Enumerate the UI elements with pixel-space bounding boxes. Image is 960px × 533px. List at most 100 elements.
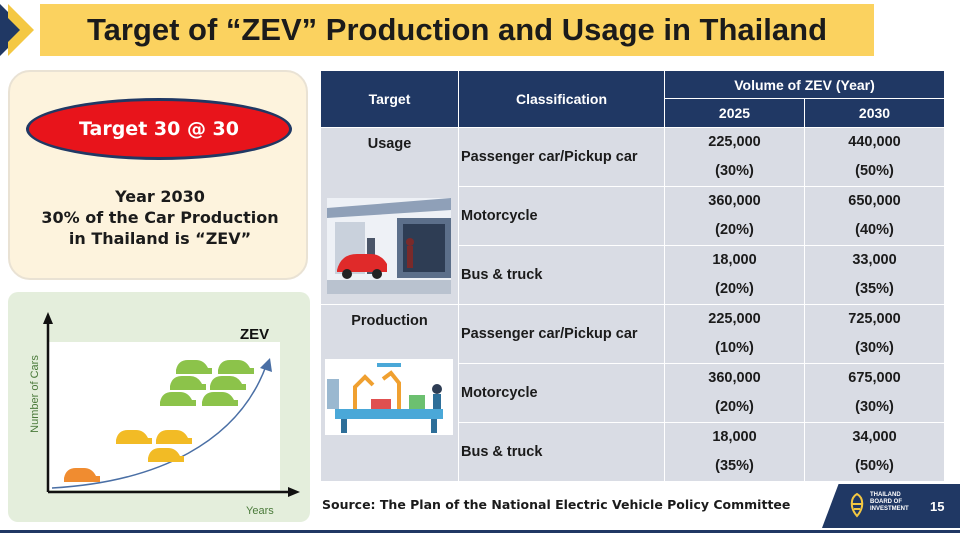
classification-cell: Motorcycle: [458, 186, 665, 246]
car-icon: [176, 360, 212, 374]
percent-2030: (30%): [855, 340, 894, 356]
table-row: Usage Passenger car/Pickup car: [320, 127, 945, 305]
zev-growth-graphic: ZEV Number of Cars Years: [29, 312, 300, 517]
group-label-production: Production: [351, 313, 428, 329]
value-2030: 725,000: [848, 311, 901, 327]
value-2030-cell: 650,000 (40%): [804, 186, 945, 246]
value-2025: 360,000: [708, 193, 761, 209]
percent-2030: (30%): [855, 399, 894, 415]
value-2030: 440,000: [848, 134, 901, 150]
x-axis-arrow-icon: [288, 487, 300, 497]
car-icon: [64, 468, 100, 482]
header-year-2030: 2030: [804, 98, 945, 128]
value-2030: 34,000: [852, 429, 897, 445]
target-oval-text: Target 30 @ 30: [79, 118, 239, 140]
page-number: 15: [930, 499, 945, 514]
percent-2025: (20%): [715, 281, 754, 297]
zev-volume-table: Target Classification Volume of ZEV (Yea…: [320, 70, 945, 482]
value-2025-cell: 18,000 (35%): [664, 422, 805, 482]
logo-line: BOARD OF: [870, 499, 902, 505]
boi-badge: [822, 484, 960, 528]
table-row: Motorcycle 360,000 (20%) 675,000 (30%): [321, 363, 945, 423]
target-oval: Target 30 @ 30: [26, 98, 292, 160]
classification-cell: Passenger car/Pickup car: [458, 304, 665, 364]
title-chevron-inner-icon: [0, 10, 20, 50]
car-icon: [202, 392, 238, 406]
chart-y-axis-label: Number of Cars: [29, 355, 41, 433]
value-2030-cell: 440,000 (50%): [804, 127, 945, 187]
factory-robot-illustration: [325, 359, 453, 435]
usage-group-cell: Usage: [320, 127, 459, 305]
boi-logo-icon: [850, 492, 864, 518]
car-icon-group-yellow: [116, 430, 192, 462]
y-axis-arrow-icon: [43, 312, 53, 324]
car-icon: [218, 360, 254, 374]
car-icon: [156, 430, 192, 444]
value-2030-cell: 34,000 (50%): [804, 422, 945, 482]
percent-2025: (20%): [715, 399, 754, 415]
car-icon: [116, 430, 152, 444]
header-target: Target: [320, 70, 459, 128]
percent-2030: (35%): [855, 281, 894, 297]
value-2025: 18,000: [712, 429, 757, 445]
production-group-cell: Production: [320, 304, 459, 482]
logo-line: THAILAND: [870, 492, 901, 498]
percent-2030: (40%): [855, 222, 894, 238]
classification-cell: Bus & truck: [458, 245, 665, 305]
value-2025-cell: 225,000 (30%): [664, 127, 805, 187]
value-2030-cell: 33,000 (35%): [804, 245, 945, 305]
zev-growth-illustration: ZEV Number of Cars Years: [8, 292, 310, 522]
value-2025: 18,000: [712, 252, 757, 268]
table-row: Bus & truck 18,000 (20%) 33,000 (35%): [321, 245, 945, 305]
value-2025: 225,000: [708, 134, 761, 150]
table-row: Bus & truck 18,000 (35%) 34,000 (50%): [321, 422, 945, 482]
value-2025-cell: 360,000 (20%): [664, 363, 805, 423]
bottom-rule: [0, 530, 960, 533]
page-title: Target of “ZEV” Production and Usage in …: [86, 12, 828, 47]
table-row: Motorcycle 360,000 (20%) 650,000 (40%): [321, 186, 945, 246]
target-desc-line: Year 2030: [115, 187, 205, 206]
ev-charging-station-illustration: [327, 198, 451, 294]
source-note: Source: The Plan of the National Electri…: [322, 497, 791, 512]
car-icon-group-green: [160, 360, 254, 406]
car-icon: [210, 376, 246, 390]
chart-zev-label: ZEV: [240, 326, 269, 343]
logo-line: INVESTMENT: [870, 506, 909, 512]
header-year-2025: 2025: [664, 98, 805, 128]
chart-x-axis-label: Years: [246, 505, 274, 517]
growth-curve: [51, 365, 267, 489]
value-2025-cell: 225,000 (10%): [664, 304, 805, 364]
target-desc-line: 30% of the Car Production: [41, 208, 279, 227]
classification-cell: Motorcycle: [458, 363, 665, 423]
value-2030: 650,000: [848, 193, 901, 209]
boi-logo-text: THAILAND BOARD OF INVESTMENT: [870, 492, 920, 513]
header-volume: Volume of ZEV (Year): [664, 70, 945, 99]
value-2030: 675,000: [848, 370, 901, 386]
table-row: Production Passenger car/Pickup car: [320, 304, 945, 482]
classification-cell: Bus & truck: [458, 422, 665, 482]
value-2025: 225,000: [708, 311, 761, 327]
percent-2030: (50%): [855, 163, 894, 179]
value-2030: 33,000: [852, 252, 897, 268]
car-icon: [148, 448, 184, 462]
car-icon: [160, 392, 196, 406]
percent-2030: (50%): [855, 458, 894, 474]
percent-2025: (35%): [715, 458, 754, 474]
target-desc-line: in Thailand is “ZEV”: [68, 229, 252, 248]
value-2025: 360,000: [708, 370, 761, 386]
car-icon: [170, 376, 206, 390]
percent-2025: (10%): [715, 340, 754, 356]
percent-2025: (20%): [715, 222, 754, 238]
value-2025-cell: 360,000 (20%): [664, 186, 805, 246]
target-description: Year 2030 30% of the Car Production in T…: [20, 186, 300, 249]
value-2030-cell: 725,000 (30%): [804, 304, 945, 364]
car-icon-group-orange: [64, 468, 100, 482]
classification-cell: Passenger car/Pickup car: [458, 127, 665, 187]
title-banner: Target of “ZEV” Production and Usage in …: [40, 4, 874, 56]
value-2030-cell: 675,000 (30%): [804, 363, 945, 423]
target-panel: Target 30 @ 30 Year 2030 30% of the Car …: [8, 70, 308, 280]
header-classification: Classification: [458, 70, 665, 128]
growth-curve-arrow-icon: [260, 358, 272, 372]
group-label-usage: Usage: [367, 136, 412, 152]
percent-2025: (30%): [715, 163, 754, 179]
